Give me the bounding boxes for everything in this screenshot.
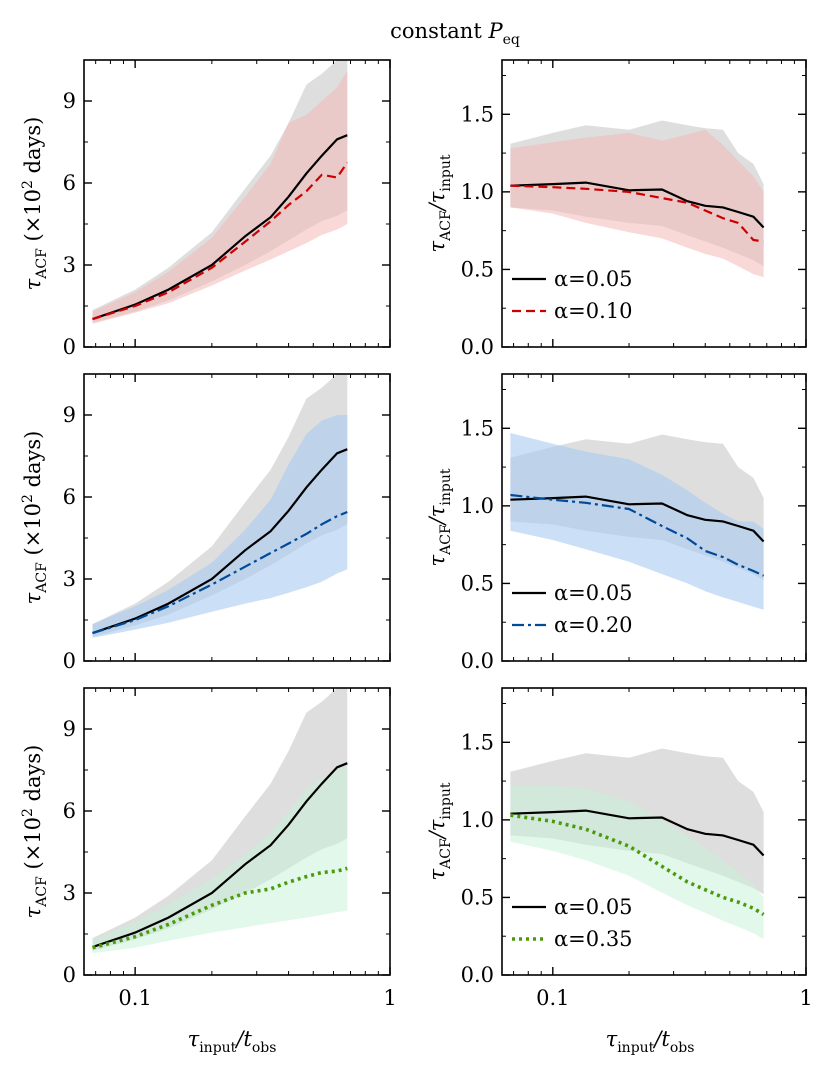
legend-label: α=0.10	[554, 299, 633, 323]
y-tick-label: 0.5	[461, 885, 494, 909]
series-line-alpha	[92, 866, 348, 950]
x-axis-label-left: τinput/tobs	[188, 1027, 277, 1056]
series-line-reference	[92, 134, 348, 321]
series-line-reference	[510, 809, 765, 857]
band-alpha	[92, 415, 348, 638]
y-tick-label: 9	[63, 89, 76, 113]
legend-label: α=0.20	[554, 613, 633, 637]
legend-label: α=0.05	[554, 267, 633, 291]
y-tick-label: 6	[63, 799, 76, 823]
y-axis-label: τACF/τinput	[425, 782, 454, 880]
series-line-alpha	[510, 493, 765, 577]
axes-frame	[501, 373, 807, 662]
x-axis-label-right: τinput/tobs	[606, 1027, 695, 1056]
figure-title: constant Peq	[390, 19, 520, 48]
plot-area	[92, 688, 348, 954]
y-tick-label: 6	[63, 485, 76, 509]
y-tick-label: 0.0	[461, 963, 494, 987]
axes-frame	[501, 59, 807, 348]
band-alpha	[510, 129, 764, 278]
y-tick-label: 9	[63, 717, 76, 741]
plot-area	[92, 374, 348, 638]
y-axis-label: τACF (×102 days)	[20, 745, 50, 919]
x-tick-label: 0.1	[536, 986, 569, 1010]
series-line-reference	[92, 762, 348, 949]
y-tick-label: 9	[63, 403, 76, 427]
y-tick-label: 6	[63, 171, 76, 195]
x-tick-label: 0.1	[118, 986, 151, 1010]
panel-ratio-blue: 0.0 0.5 1.0 1.5 τACF/τinput α=0.05 α=0.20	[425, 373, 807, 673]
panel-ratio-green: 0.0 0.5 1.0 1.5 0.1 1 τACF/τinput α=0.05 α=0.35	[425, 687, 813, 1010]
y-tick-label: 0.0	[461, 335, 494, 359]
axes-frame	[83, 687, 391, 976]
y-tick-label: 0.5	[461, 257, 494, 281]
y-tick-label: 0.5	[461, 571, 494, 595]
y-axis-label: τACF (×102 days)	[20, 117, 50, 291]
band-alpha	[92, 764, 348, 954]
axes-frame	[83, 373, 391, 662]
series-line-alpha	[92, 510, 348, 635]
series-line-alpha	[510, 813, 765, 917]
series-line-alpha	[510, 184, 764, 243]
panel-abs-red: 0 3 6 9 τACF (×102 days)	[20, 59, 391, 359]
x-tick-label: 1	[799, 986, 812, 1010]
panel-abs-green: 0 3 6 9 0.1 1 τACF (×102 days)	[20, 687, 397, 1010]
panel-ratio-red: 0.0 0.5 1.0 1.5 τACF/τinput α=0.05 α=0.10	[425, 59, 807, 359]
y-tick-label: 0	[63, 335, 76, 359]
y-tick-label: 0	[63, 649, 76, 673]
band-alpha	[510, 433, 764, 610]
y-axis-label: τACF/τinput	[425, 468, 454, 566]
band-alpha	[510, 785, 764, 940]
plot-area	[510, 120, 765, 278]
y-tick-label: 1.5	[461, 102, 494, 126]
legend-label: α=0.05	[554, 581, 633, 605]
y-tick-label: 0	[63, 963, 76, 987]
y-tick-label: 1.0	[461, 808, 494, 832]
series-line-reference	[510, 181, 765, 229]
y-axis-label: τACF (×102 days)	[20, 431, 50, 605]
y-tick-label: 3	[63, 253, 76, 277]
x-tick-label: 1	[383, 986, 396, 1010]
y-tick-label: 0.0	[461, 649, 494, 673]
legend-label: α=0.05	[554, 895, 633, 919]
y-tick-label: 1.5	[461, 730, 494, 754]
y-tick-label: 1.0	[461, 180, 494, 204]
panel-abs-blue: 0 3 6 9 τACF (×102 days)	[20, 373, 391, 673]
plot-area	[92, 60, 349, 324]
band-alpha	[92, 70, 348, 324]
y-tick-label: 3	[63, 567, 76, 591]
y-tick-label: 1.0	[461, 494, 494, 518]
axes-frame	[501, 687, 807, 976]
y-tick-label: 3	[63, 881, 76, 905]
plot-area	[510, 433, 765, 610]
y-tick-label: 1.5	[461, 416, 494, 440]
series-line-reference	[510, 495, 765, 543]
legend-label: α=0.35	[554, 927, 633, 951]
plot-area	[510, 748, 765, 940]
axes-frame	[83, 59, 391, 348]
series-line-reference	[92, 448, 348, 635]
y-axis-label: τACF/τinput	[425, 154, 454, 252]
